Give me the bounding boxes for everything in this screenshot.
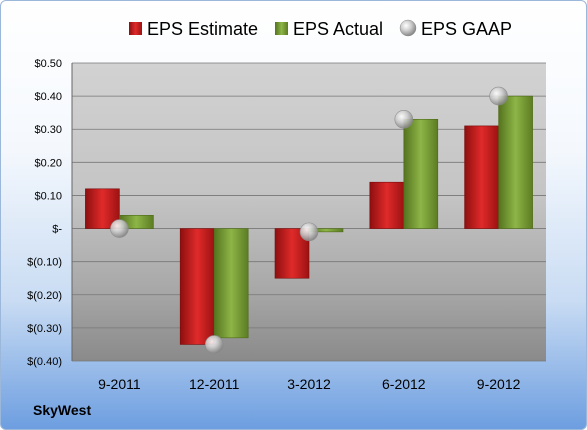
- bar-eps-estimate: [464, 125, 499, 229]
- y-tick-label: $(0.40): [27, 356, 62, 368]
- x-axis-categories: 9-2011 12-2011 3-2012 6-2012 9-2012: [98, 376, 520, 392]
- gridlines: [71, 62, 546, 362]
- y-tick-label: $(0.10): [27, 257, 62, 269]
- bar-eps-actual: [213, 228, 249, 339]
- legend-marker-eps-gaap: [399, 19, 417, 37]
- legend-swatch-eps-actual: [275, 22, 288, 35]
- legend-label-eps-estimate: EPS Estimate: [147, 19, 258, 39]
- y-tick-label: $-: [52, 224, 62, 236]
- x-category-label: 3-2012: [287, 376, 331, 392]
- legend-label-eps-gaap: EPS GAAP: [421, 19, 512, 39]
- marker-eps-gaap: [110, 219, 129, 238]
- x-category-label: 12-2011: [189, 376, 240, 392]
- gaap-markers: [110, 86, 508, 354]
- y-tick-label: $(0.30): [27, 323, 62, 335]
- x-category-label: 6-2012: [382, 376, 426, 392]
- company-name: SkyWest: [33, 402, 92, 418]
- marker-eps-gaap: [394, 109, 414, 129]
- bar-eps-estimate: [179, 228, 215, 345]
- y-tick-label: $0.30: [34, 124, 62, 136]
- y-tick-label: $0.40: [34, 91, 62, 103]
- bars: [85, 95, 533, 345]
- legend: EPS Estimate EPS Actual EPS GAAP: [129, 19, 512, 39]
- marker-eps-gaap: [204, 335, 224, 354]
- legend-label-eps-actual: EPS Actual: [293, 19, 383, 39]
- y-axis-ticks: $0.50 $0.40 $0.30 $0.20 $0.10 $- $(0.10) $(0.20…: [27, 58, 62, 368]
- marker-eps-gaap: [489, 86, 508, 106]
- bar-eps-actual: [498, 95, 533, 229]
- bar-eps-actual: [403, 118, 439, 229]
- x-category-label: 9-2012: [477, 376, 521, 392]
- x-category-label: 9-2011: [98, 376, 141, 392]
- y-tick-label: $0.10: [34, 190, 62, 202]
- legend-swatch-eps-estimate: [129, 22, 142, 35]
- bar-eps-estimate: [369, 181, 405, 229]
- marker-eps-gaap: [299, 222, 319, 242]
- y-tick-label: $0.50: [34, 58, 62, 70]
- y-tick-label: $0.20: [34, 157, 62, 169]
- y-tick-label: $(0.20): [27, 290, 62, 302]
